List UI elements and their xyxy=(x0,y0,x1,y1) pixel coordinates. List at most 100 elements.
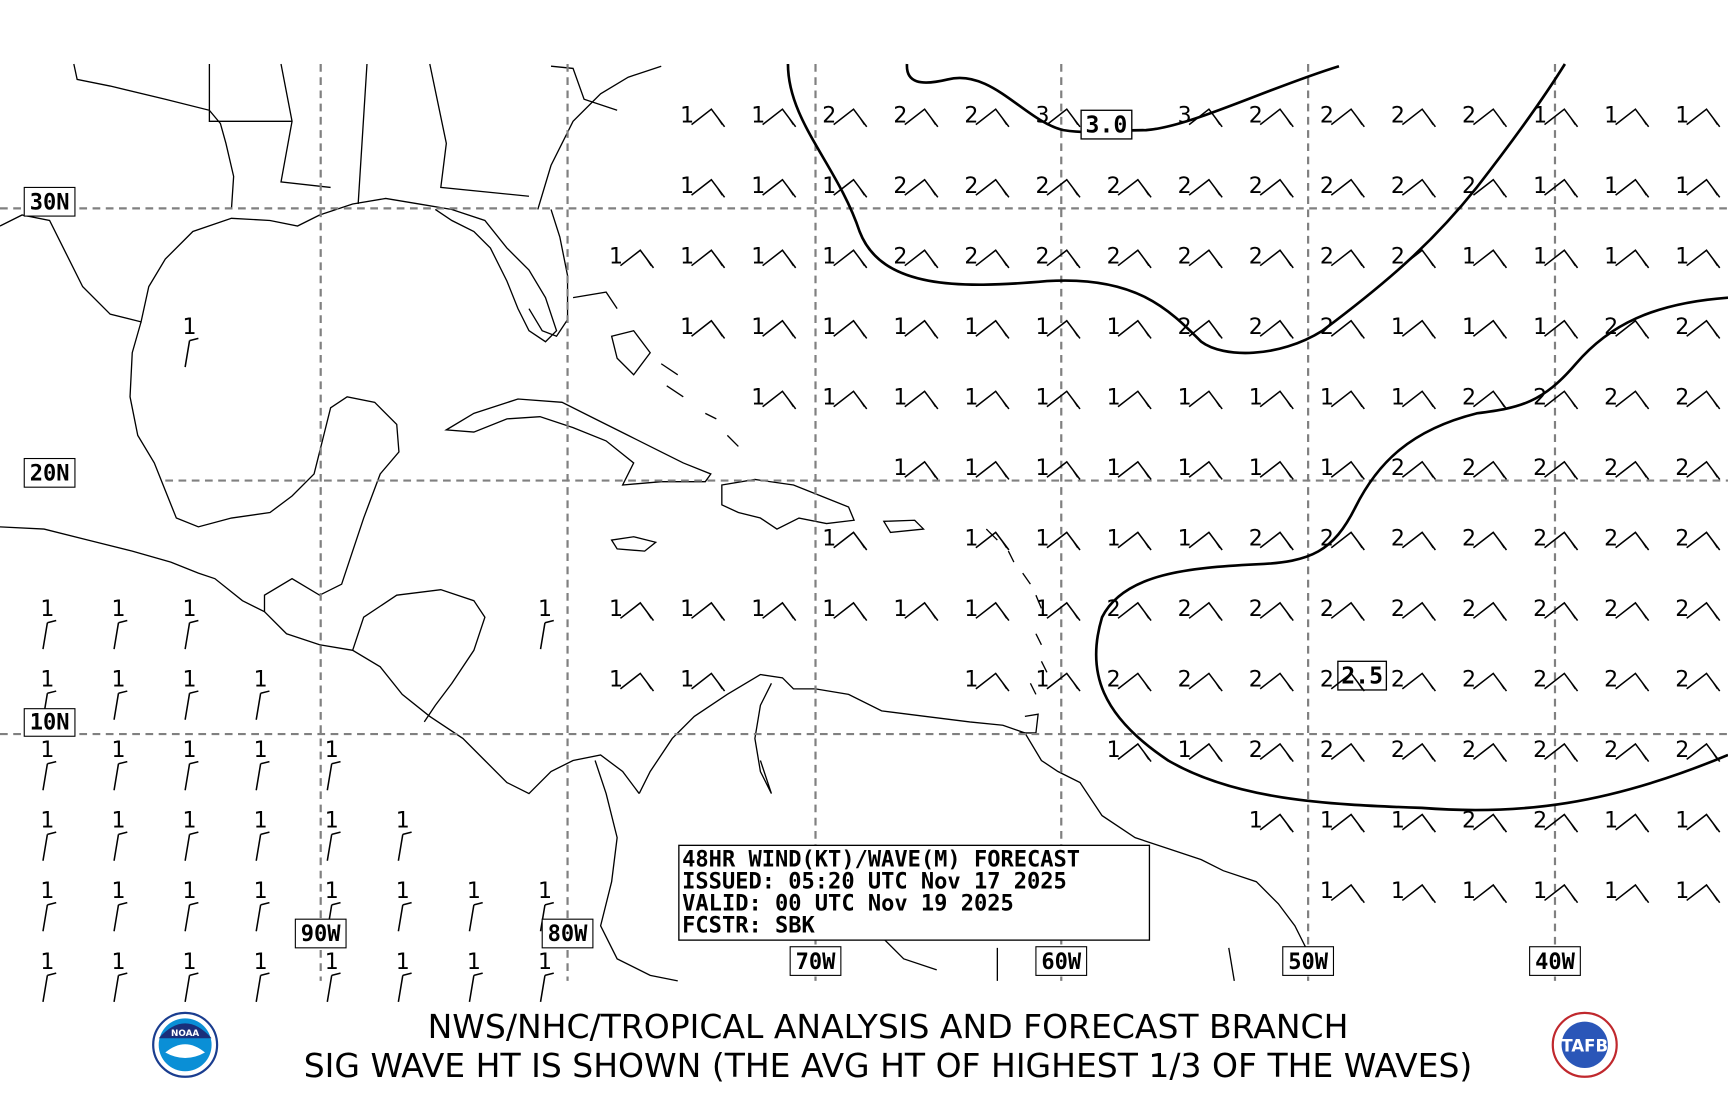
wave-height-value: 1 xyxy=(1604,879,1618,904)
wave-height-value: 1 xyxy=(1036,668,1050,693)
wave-height-value: 1 xyxy=(1320,456,1334,481)
svg-text:80W: 80W xyxy=(548,922,589,947)
wave-height-value: 1 xyxy=(1462,244,1476,269)
wave-height-value: 1 xyxy=(751,174,765,199)
wave-height-value: 2 xyxy=(1178,315,1192,340)
wind-barb xyxy=(1401,108,1437,128)
wind-barb xyxy=(1615,249,1650,269)
wave-height-value: 2 xyxy=(1320,597,1334,622)
wind-barb xyxy=(1615,460,1650,480)
wave-height-value: 2 xyxy=(1391,103,1405,128)
wind-barb xyxy=(1615,672,1650,692)
wind-barb xyxy=(1259,742,1294,763)
wave-height-value: 2 xyxy=(1533,386,1547,411)
forecast-info-box: 48HR WIND(KT)/WAVE(M) FORECAST ISSUED: 0… xyxy=(678,844,1151,941)
wave-height-value: 1 xyxy=(1533,174,1547,199)
wind-barb xyxy=(691,108,726,128)
wind-barb xyxy=(1117,742,1152,763)
wind-barb xyxy=(1117,319,1152,339)
wave-height-value: 2 xyxy=(1675,315,1689,340)
wind-barb xyxy=(468,972,483,1002)
wave-height-value: 2 xyxy=(1462,738,1476,763)
lon-label-60w: 60W xyxy=(1035,946,1088,976)
wind-barb xyxy=(1117,390,1152,410)
wave-height-value: 2 xyxy=(1675,386,1689,411)
wave-height-value: 2 xyxy=(1604,456,1618,481)
wave-height-value: 1 xyxy=(396,879,410,904)
wave-height-value: 1 xyxy=(751,244,765,269)
wave-height-value: 1 xyxy=(254,879,268,904)
wave-height-value: 2 xyxy=(1533,527,1547,552)
wind-barb xyxy=(975,460,1010,480)
wind-barb xyxy=(1046,531,1081,551)
wave-height-value: 1 xyxy=(1249,386,1263,411)
wave-height-value: 1 xyxy=(680,315,694,340)
wave-height-value: 1 xyxy=(183,809,197,834)
wave-height-value: 2 xyxy=(1462,597,1476,622)
wind-barb xyxy=(184,972,199,1002)
wave-height-value: 1 xyxy=(893,456,907,481)
wind-barb xyxy=(762,319,797,339)
wind-barb xyxy=(975,672,1010,692)
tafb-logo-text: TAFB xyxy=(1561,1036,1608,1055)
wave-height-value: 1 xyxy=(609,668,623,693)
wave-height-value: 1 xyxy=(964,386,978,411)
wind-barb xyxy=(1472,883,1508,904)
wind-barb xyxy=(1401,601,1437,621)
wave-height-value: 1 xyxy=(111,879,125,904)
wind-barb xyxy=(975,601,1010,621)
wave-height-value: 2 xyxy=(1604,597,1618,622)
wind-barb xyxy=(326,760,341,791)
wave-height-value: 2 xyxy=(1178,668,1192,693)
lon-label-80w: 80W xyxy=(541,918,594,949)
wind-barb xyxy=(1686,601,1721,621)
wave-height-value: 1 xyxy=(183,668,197,693)
wind-barb xyxy=(762,178,797,198)
wave-height-value: 2 xyxy=(1391,174,1405,199)
info-title: 48HR WIND(KT)/WAVE(M) FORECAST xyxy=(682,847,1080,872)
coastline-mexico xyxy=(0,321,400,613)
wind-barb xyxy=(184,690,199,720)
wind-barb xyxy=(539,901,554,932)
coastline-central-america xyxy=(264,588,640,795)
wind-barb xyxy=(1401,813,1437,833)
coastline-puerto-rico xyxy=(882,519,925,534)
wind-barb xyxy=(833,108,868,128)
lon-label-40w: 40W xyxy=(1529,946,1581,976)
wave-height-value: 2 xyxy=(1107,597,1121,622)
wind-barb xyxy=(1544,460,1579,480)
wind-barb xyxy=(1259,249,1294,269)
wind-barb xyxy=(1615,108,1650,128)
wind-barb xyxy=(1472,460,1508,480)
wind-barb xyxy=(397,831,412,861)
wind-barb xyxy=(1117,672,1152,692)
wave-height-value: 2 xyxy=(1533,809,1547,834)
wave-height-value: 1 xyxy=(822,527,836,552)
wave-height-value: 1 xyxy=(1178,527,1192,552)
wave-height-value: 1 xyxy=(1107,456,1121,481)
wind-barb xyxy=(539,972,554,1002)
wave-height-value: 1 xyxy=(1320,879,1334,904)
wave-height-value: 1 xyxy=(111,597,125,622)
wave-height-value: 2 xyxy=(1107,174,1121,199)
wave-height-value: 2 xyxy=(1320,315,1334,340)
wind-barb xyxy=(468,901,483,932)
wind-barb xyxy=(1401,319,1437,339)
wave-height-value: 1 xyxy=(1675,244,1689,269)
wave-height-value: 1 xyxy=(1675,879,1689,904)
wave-height-value: 2 xyxy=(1178,597,1192,622)
contour-label-3-0: 3.0 xyxy=(1080,109,1133,140)
wind-barb xyxy=(1686,813,1721,833)
wind-barb xyxy=(904,108,939,128)
wind-barb xyxy=(184,901,199,932)
wind-barb xyxy=(1472,531,1508,551)
wave-height-value: 3 xyxy=(1036,103,1050,128)
wind-barb xyxy=(1544,249,1579,269)
wind-barb xyxy=(1686,390,1721,410)
wind-barb xyxy=(1615,390,1650,410)
wind-barb xyxy=(1544,319,1579,339)
wind-barb xyxy=(1686,249,1721,269)
wave-height-value: 1 xyxy=(1036,315,1050,340)
wind-barb xyxy=(184,760,199,791)
wave-height-value: 1 xyxy=(111,809,125,834)
